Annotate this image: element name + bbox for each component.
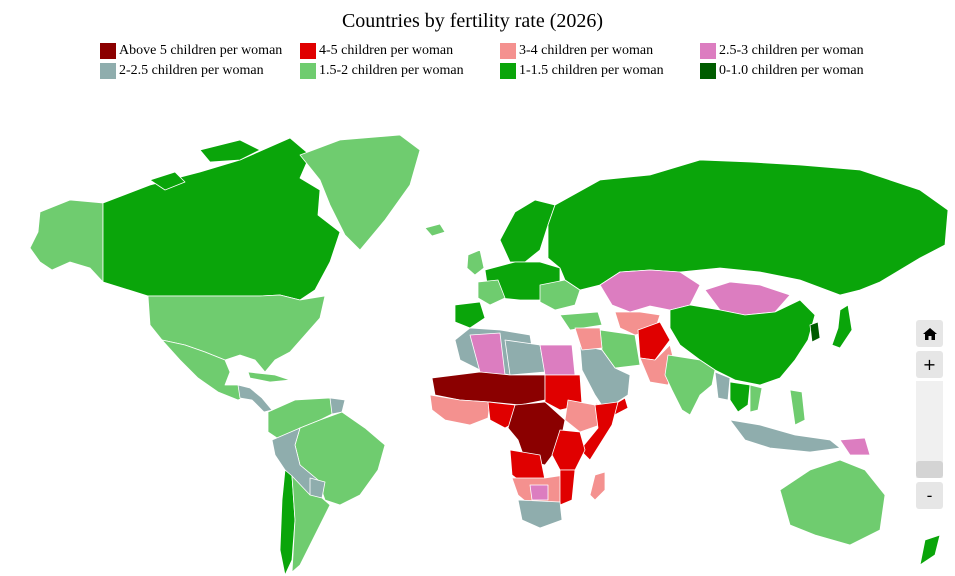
map-title: Countries by fertility rate (2026)	[341, 10, 604, 32]
region-thailand[interactable]	[729, 381, 751, 413]
region-australia[interactable]	[779, 459, 886, 546]
region-india[interactable]	[664, 354, 716, 416]
region-iberia[interactable]	[454, 301, 486, 329]
region-usa[interactable]	[147, 294, 326, 373]
region-somalia[interactable]	[579, 401, 619, 461]
zoom-in-button[interactable]: +	[916, 351, 943, 378]
legend-swatch	[100, 43, 116, 59]
region-iceland[interactable]	[424, 223, 446, 237]
region-japan[interactable]	[831, 304, 853, 349]
region-west-africa[interactable]	[429, 394, 491, 426]
region-argentina[interactable]	[291, 475, 331, 573]
region-alaska[interactable]	[29, 199, 104, 283]
legend-swatch	[500, 43, 516, 59]
region-kazakhstan[interactable]	[599, 269, 701, 313]
region-canada[interactable]	[102, 137, 341, 301]
legend-label: 1-1.5 children per woman	[519, 63, 664, 78]
region-iraq-syria[interactable]	[574, 327, 603, 351]
region-vietnam[interactable]	[749, 384, 763, 413]
legend-swatch	[500, 63, 516, 79]
legend-swatch	[300, 63, 316, 79]
legend-item-above-5[interactable]: Above 5 children per woman	[100, 43, 300, 59]
region-ethiopia[interactable]	[564, 399, 601, 433]
legend-label: 1.5-2 children per woman	[319, 63, 464, 78]
region-caribbean[interactable]	[247, 371, 291, 383]
legend-item-1-1-5[interactable]: 1-1.5 children per woman	[500, 63, 700, 79]
region-philippines[interactable]	[789, 389, 806, 426]
region-indonesia[interactable]	[729, 419, 841, 453]
legend-label: 2-2.5 children per woman	[119, 63, 264, 78]
region-arabia[interactable]	[579, 344, 631, 411]
region-korea[interactable]	[809, 321, 821, 343]
legend-item-1-5-2[interactable]: 1.5-2 children per woman	[300, 63, 500, 79]
legend-swatch	[700, 43, 716, 59]
legend-label: 3-4 children per woman	[519, 43, 654, 58]
region-botswana[interactable]	[529, 484, 549, 501]
region-mozambique[interactable]	[559, 469, 576, 506]
region-central-africa[interactable]	[507, 401, 566, 466]
region-uk[interactable]	[466, 249, 485, 276]
region-sahel[interactable]	[431, 371, 546, 406]
region-guyanas[interactable]	[329, 397, 346, 415]
zoom-slider-handle[interactable]	[916, 461, 943, 478]
region-greenland[interactable]	[299, 134, 421, 251]
region-turkey[interactable]	[559, 311, 603, 331]
legend-item-2-5-3[interactable]: 2.5-3 children per woman	[700, 43, 900, 59]
home-icon	[922, 327, 937, 340]
zoom-out-button[interactable]: -	[916, 482, 943, 509]
legend-label: Above 5 children per woman	[119, 43, 283, 58]
region-algeria[interactable]	[469, 332, 506, 376]
region-canada-islands[interactable]	[149, 139, 261, 191]
region-central-america[interactable]	[237, 384, 273, 413]
legend-swatch	[700, 63, 716, 79]
region-papua[interactable]	[839, 437, 871, 456]
region-new-zealand[interactable]	[919, 534, 941, 566]
region-scandinavia[interactable]	[499, 199, 556, 263]
legend-swatch	[300, 43, 316, 59]
region-russia[interactable]	[547, 159, 949, 296]
legend-swatch	[100, 63, 116, 79]
region-france[interactable]	[477, 279, 506, 306]
region-myanmar[interactable]	[714, 371, 731, 401]
region-madagascar[interactable]	[589, 471, 606, 501]
region-afghanistan[interactable]	[637, 321, 671, 361]
legend-item-2-2-5[interactable]: 2-2.5 children per woman	[100, 63, 300, 79]
region-libya[interactable]	[504, 339, 546, 376]
home-button[interactable]	[916, 320, 943, 347]
world-map[interactable]	[0, 120, 955, 576]
legend: Above 5 children per woman 4-5 children …	[100, 43, 920, 79]
legend-item-0-1[interactable]: 0-1.0 children per woman	[700, 63, 900, 79]
region-paraguay[interactable]	[309, 477, 326, 499]
region-egypt[interactable]	[539, 344, 576, 376]
legend-item-3-4[interactable]: 3-4 children per woman	[500, 43, 700, 59]
region-south-africa[interactable]	[517, 499, 563, 529]
legend-label: 2.5-3 children per woman	[719, 43, 864, 58]
legend-item-4-5[interactable]: 4-5 children per woman	[300, 43, 500, 59]
legend-label: 0-1.0 children per woman	[719, 63, 864, 78]
legend-label: 4-5 children per woman	[319, 43, 454, 58]
